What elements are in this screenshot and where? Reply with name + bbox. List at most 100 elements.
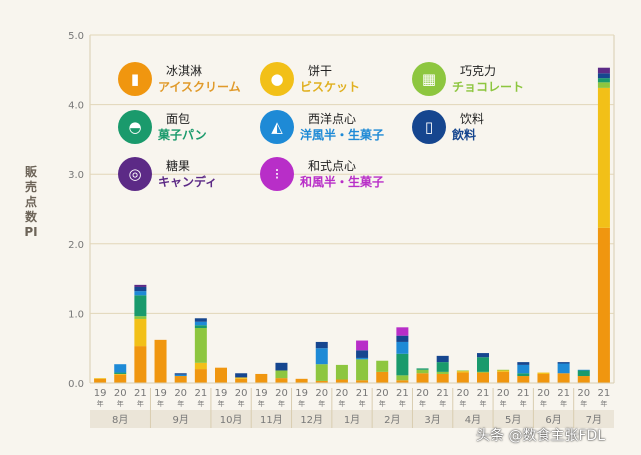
legend-name: 饮料	[460, 111, 485, 126]
x-tick-year-suffix: 年	[97, 399, 104, 408]
x-tick-year: 20	[235, 388, 248, 399]
bar-segment	[577, 370, 590, 377]
bar-segment	[134, 316, 147, 319]
bar-segment	[275, 370, 288, 379]
ice-cream-icon: ▮	[118, 62, 152, 96]
x-tick-year-suffix: 年	[157, 399, 164, 408]
x-tick-year-suffix: 年	[278, 399, 285, 408]
month-label: 3月	[424, 414, 440, 426]
bar-segment	[577, 369, 590, 371]
bar-segment	[356, 380, 369, 383]
x-tick-year: 20	[577, 388, 590, 399]
bar-segment	[315, 348, 328, 365]
bar-segment	[335, 379, 348, 383]
legend-name: 和式点心	[308, 158, 357, 173]
bar-segment	[315, 341, 328, 349]
legend-item: ▯ 饮料 飲料	[412, 110, 484, 144]
bar-segment	[154, 339, 167, 383]
legend-name-ja: 洋風半・生菓子	[300, 127, 385, 142]
bar-segment	[275, 378, 288, 383]
bar-segment	[597, 78, 610, 83]
x-tick-year-suffix: 年	[580, 399, 587, 408]
x-tick-year-suffix: 年	[137, 399, 144, 408]
bar-segment	[134, 318, 147, 347]
bar-segment	[174, 373, 187, 375]
x-tick-year-suffix: 年	[560, 399, 567, 408]
legend-name-ja: 和風半・生菓子	[300, 174, 385, 189]
x-tick-year-suffix: 年	[379, 399, 386, 408]
x-tick-year: 20	[497, 388, 510, 399]
month-band	[90, 410, 614, 428]
bar-segment	[194, 369, 207, 383]
bar-segment	[315, 380, 328, 383]
bar-segment	[194, 362, 207, 370]
legend-item: ◓ 面包 菓子パン	[118, 110, 207, 144]
x-tick-year-suffix: 年	[298, 399, 305, 408]
x-tick-year-suffix: 年	[439, 399, 446, 408]
watermark: 头条 @数食主张FDL	[476, 428, 606, 444]
legend-name: 冰淇淋	[166, 63, 203, 78]
bar-segment	[497, 370, 510, 372]
bar-segment	[456, 371, 469, 373]
month-label: 10月	[220, 414, 243, 426]
y-tick-label: 2.0	[68, 240, 84, 251]
x-tick-year: 20	[275, 388, 288, 399]
x-tick-year: 19	[94, 388, 107, 399]
month-label: 8月	[112, 414, 128, 426]
x-tick-year-suffix: 年	[600, 399, 607, 408]
legend-name: 糖果	[166, 158, 191, 173]
bar-segment	[356, 359, 369, 381]
x-tick-year: 20	[537, 388, 550, 399]
bar-segment	[597, 227, 610, 383]
bar-segment	[436, 371, 449, 374]
bar-segment	[235, 378, 248, 383]
bar-segment	[114, 373, 127, 375]
month-label: 2月	[384, 414, 400, 426]
month-label: 1月	[344, 414, 360, 426]
bar-segment	[194, 318, 207, 322]
legend-name-ja: 飲料	[452, 127, 477, 142]
month-label: 11月	[260, 414, 283, 426]
bar-segment	[134, 295, 147, 317]
cake-icon: ◭	[260, 110, 294, 144]
bar-segment	[557, 373, 570, 383]
legend-item: ◭ 西洋点心 洋風半・生菓子	[260, 110, 384, 144]
x-tick-year-suffix: 年	[520, 399, 527, 408]
x-tick-year-suffix: 年	[480, 399, 487, 408]
y-tick-label: 1.0	[68, 309, 84, 320]
bar-segment	[215, 367, 227, 383]
x-tick-year: 21	[477, 388, 490, 399]
bar-segment	[396, 335, 409, 342]
x-tick-year-suffix: 年	[540, 399, 547, 408]
bar-segment	[557, 363, 570, 374]
legend-item: ⁝ 和式点心 和風半・生菓子	[260, 157, 384, 191]
bar-segment	[477, 371, 489, 373]
bar-segment	[456, 370, 469, 372]
bar-segment	[194, 321, 207, 326]
bar-segment	[396, 380, 409, 383]
bar-segment	[557, 362, 570, 364]
bar-segment	[356, 350, 369, 358]
month-label: 7月	[586, 414, 602, 426]
x-tick-year: 21	[194, 388, 207, 399]
x-tick-year: 21	[396, 388, 409, 399]
x-tick-year: 19	[154, 388, 167, 399]
x-tick-year-suffix: 年	[500, 399, 507, 408]
x-tick-year: 20	[336, 388, 349, 399]
bar-segment	[416, 369, 429, 374]
bar-segment	[94, 378, 107, 379]
bar-segment	[436, 373, 449, 383]
bar-segment	[114, 372, 127, 374]
bar-segment	[335, 364, 348, 380]
x-tick-year: 21	[356, 388, 369, 399]
legend-name: 面包	[166, 111, 191, 126]
bar-segment	[235, 377, 248, 379]
legend-name-ja: チョコレート	[452, 79, 525, 94]
bar-segment	[174, 374, 187, 377]
x-tick-year-suffix: 年	[177, 399, 184, 408]
month-label: 12月	[300, 414, 323, 426]
bar-segment	[517, 376, 530, 383]
bar-segment	[597, 82, 610, 88]
